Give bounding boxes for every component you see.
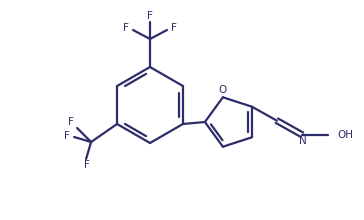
Text: N: N: [299, 136, 307, 146]
Text: F: F: [68, 117, 74, 127]
Text: F: F: [147, 11, 153, 21]
Text: F: F: [123, 23, 129, 33]
Text: OH: OH: [337, 130, 353, 140]
Text: F: F: [64, 131, 70, 141]
Text: O: O: [219, 85, 227, 95]
Text: F: F: [171, 23, 177, 33]
Text: F: F: [84, 160, 90, 170]
